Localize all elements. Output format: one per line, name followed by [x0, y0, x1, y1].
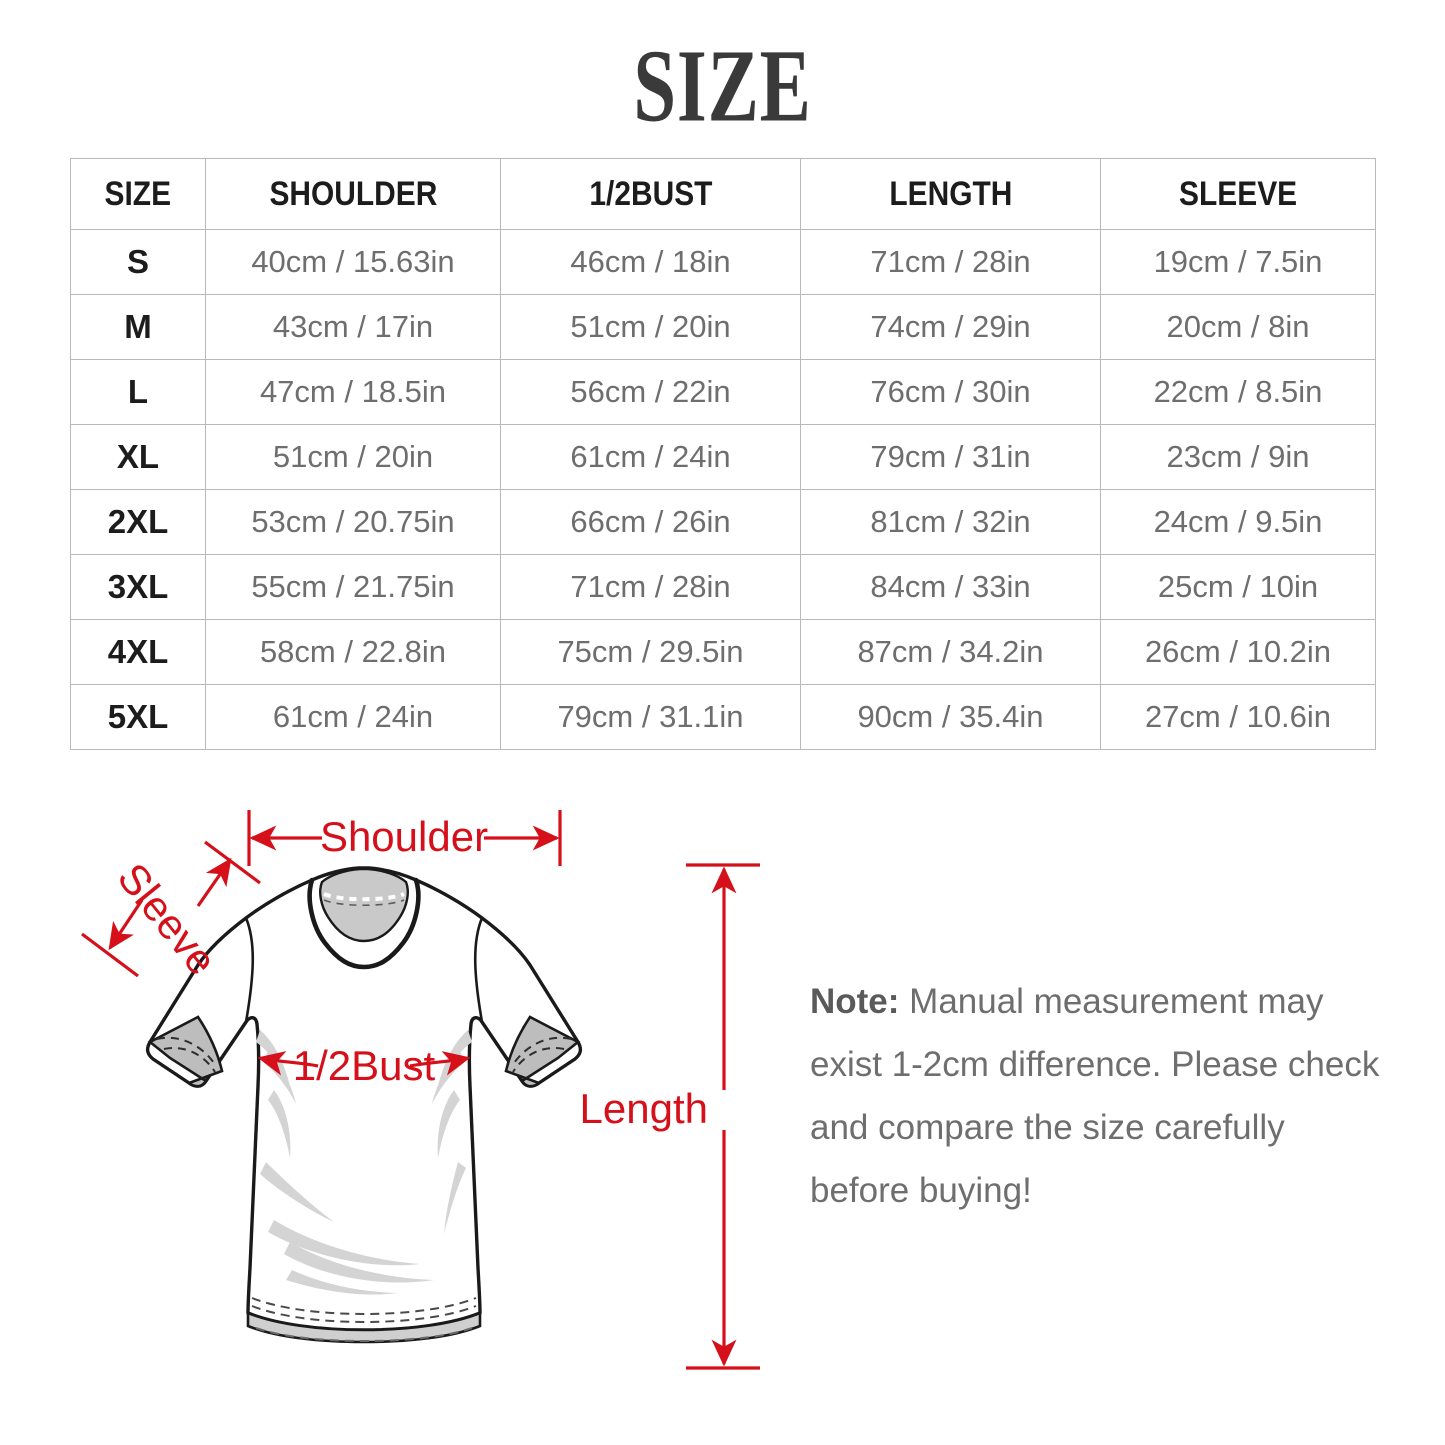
sleeve-hem-left-stitch-1 — [156, 1036, 217, 1067]
cell-size: S — [70, 229, 206, 295]
cell-sleeve: 20cm / 8in — [1100, 294, 1376, 360]
cell-length: 81cm / 32in — [800, 489, 1101, 555]
cell-bust: 56cm / 22in — [500, 359, 801, 425]
cell-shoulder: 53cm / 20.75in — [205, 489, 501, 555]
column-header-size: SIZE — [70, 158, 206, 230]
cell-length: 90cm / 35.4in — [800, 684, 1101, 750]
cell-size: 5XL — [70, 684, 206, 750]
sleeve-arrow-down — [108, 899, 144, 951]
collar-band — [307, 877, 421, 970]
cell-shoulder: 43cm / 17in — [205, 294, 501, 360]
cell-bust: 75cm / 29.5in — [500, 619, 801, 685]
bust-label: 1/2Bust — [293, 1042, 436, 1089]
page-title: SIZE — [633, 27, 812, 144]
cell-shoulder: 61cm / 24in — [205, 684, 501, 750]
sleeve-hem-right-stitch-1 — [511, 1036, 572, 1067]
cell-size: M — [70, 294, 206, 360]
shoulder-seam-left — [244, 917, 255, 1023]
table-row: 4XL 58cm / 22.8in 75cm / 29.5in 87cm / 3… — [70, 619, 1376, 685]
collar-stitch-line-2 — [323, 899, 405, 907]
bust-arrow-left — [257, 1051, 319, 1076]
cell-bust: 71cm / 28in — [500, 554, 801, 620]
cell-length: 84cm / 33in — [800, 554, 1101, 620]
table-row: M 43cm / 17in 51cm / 20in 74cm / 29in 20… — [70, 294, 1376, 360]
cell-shoulder: 58cm / 22.8in — [205, 619, 501, 685]
note-body-text: Manual measurement may exist 1-2cm diffe… — [810, 982, 1380, 1210]
cell-size: 2XL — [70, 489, 206, 555]
column-header-length: LENGTH — [800, 158, 1101, 230]
cell-sleeve: 26cm / 10.2in — [1100, 619, 1376, 685]
sleeve-hem-right — [504, 1015, 581, 1088]
cell-shoulder: 55cm / 21.75in — [205, 554, 501, 620]
note-lead-label: Note: — [810, 982, 900, 1021]
collar-stitch-line — [323, 892, 405, 902]
cell-length: 79cm / 31in — [800, 424, 1101, 490]
cell-size: XL — [70, 424, 206, 490]
column-header-sleeve-label: SLEEVE — [1178, 174, 1298, 213]
column-header-shoulder-label: SHOULDER — [269, 174, 437, 213]
cell-sleeve: 22cm / 8.5in — [1100, 359, 1376, 425]
sleeve-hem-left — [147, 1015, 224, 1088]
measurement-note: Note: Manual measurement may exist 1-2cm… — [810, 970, 1385, 1222]
length-label: Length — [580, 1085, 708, 1132]
size-table: SIZE SHOULDER 1/2BUST LENGTH SLEEVE S 40… — [70, 158, 1376, 750]
cell-sleeve: 25cm / 10in — [1100, 554, 1376, 620]
column-header-length-label: LENGTH — [888, 174, 1013, 213]
sleeve-guide-top — [204, 840, 261, 885]
sleeve-guide-bottom — [81, 932, 139, 978]
cell-sleeve: 23cm / 9in — [1100, 424, 1376, 490]
tshirt-measurement-diagram: Shoulder Sleeve 1/2Bust Length — [60, 790, 780, 1430]
cell-size: 3XL — [70, 554, 206, 620]
cell-bust: 66cm / 26in — [500, 489, 801, 555]
table-row: 5XL 61cm / 24in 79cm / 31.1in 90cm / 35.… — [70, 684, 1376, 750]
table-row: XL 51cm / 20in 61cm / 24in 79cm / 31in 2… — [70, 424, 1376, 490]
table-row: 3XL 55cm / 21.75in 71cm / 28in 84cm / 33… — [70, 554, 1376, 620]
cell-bust: 79cm / 31.1in — [500, 684, 801, 750]
table-row: 2XL 53cm / 20.75in 66cm / 26in 81cm / 32… — [70, 489, 1376, 555]
sleeve-arrow-up — [196, 857, 232, 907]
cell-size: L — [70, 359, 206, 425]
cell-length: 71cm / 28in — [800, 229, 1101, 295]
table-row: S 40cm / 15.63in 46cm / 18in 71cm / 28in… — [70, 229, 1376, 295]
cell-length: 87cm / 34.2in — [800, 619, 1101, 685]
cell-sleeve: 19cm / 7.5in — [1100, 229, 1376, 295]
cell-sleeve: 27cm / 10.6in — [1100, 684, 1376, 750]
cell-sleeve: 24cm / 9.5in — [1100, 489, 1376, 555]
cell-length: 74cm / 29in — [800, 294, 1101, 360]
cell-length: 76cm / 30in — [800, 359, 1101, 425]
sleeve-hem-right-stitch-2 — [512, 1047, 565, 1073]
table-header-row: SIZE SHOULDER 1/2BUST LENGTH SLEEVE — [70, 158, 1376, 230]
shoulder-seam-right — [473, 917, 484, 1023]
shoulder-label: Shoulder — [320, 813, 488, 860]
column-header-bust: 1/2BUST — [500, 158, 801, 230]
sleeve-label: Sleeve — [109, 854, 226, 983]
cell-shoulder: 47cm / 18.5in — [205, 359, 501, 425]
bust-arrow-right — [409, 1051, 471, 1076]
cell-bust: 51cm / 20in — [500, 294, 801, 360]
table-row: L 47cm / 18.5in 56cm / 22in 76cm / 30in … — [70, 359, 1376, 425]
bottom-hem-stitch-2 — [251, 1305, 477, 1324]
bottom-hem-stitch-3 — [255, 1327, 473, 1343]
cell-size: 4XL — [70, 619, 206, 685]
column-header-bust-label: 1/2BUST — [588, 174, 713, 213]
bottom-hem-stitch-1 — [251, 1297, 477, 1316]
cell-shoulder: 40cm / 15.63in — [205, 229, 501, 295]
column-header-sleeve: SLEEVE — [1100, 158, 1376, 230]
cell-shoulder: 51cm / 20in — [205, 424, 501, 490]
sleeve-hem-left-stitch-2 — [163, 1047, 216, 1073]
column-header-shoulder: SHOULDER — [205, 158, 501, 230]
column-header-size-label: SIZE — [104, 174, 172, 213]
cell-bust: 46cm / 18in — [500, 229, 801, 295]
cell-bust: 61cm / 24in — [500, 424, 801, 490]
